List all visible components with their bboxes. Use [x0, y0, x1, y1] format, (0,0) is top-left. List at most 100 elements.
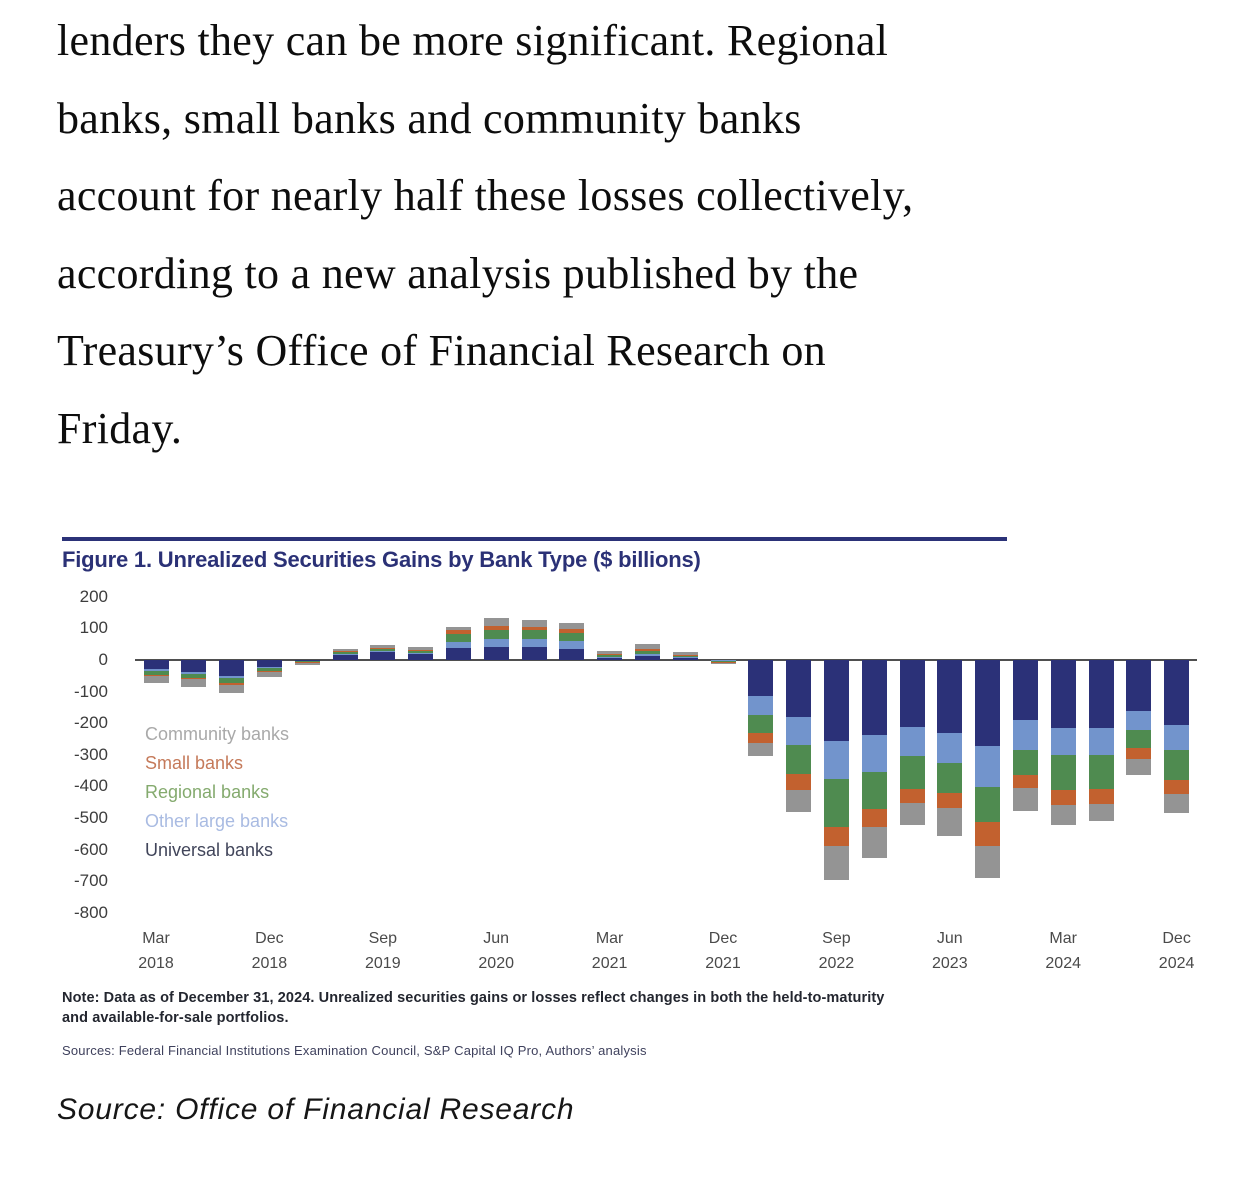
bar-segment	[408, 650, 434, 653]
article-line: Treasury’s Office of Financial Research …	[57, 326, 826, 375]
bar-segment	[1088, 803, 1114, 822]
figure-sources: Sources: Federal Financial Institutions …	[62, 1043, 647, 1058]
bar-segment	[710, 660, 736, 661]
x-axis-tick-month: Jun	[936, 930, 963, 947]
bar-segment	[1050, 660, 1076, 729]
bar-segment	[445, 648, 471, 660]
bar-segment	[1126, 710, 1152, 730]
bar-segment	[748, 743, 774, 756]
x-axis-tick-year: 2020	[478, 955, 514, 972]
bar-segment	[937, 808, 963, 836]
bar-segment	[748, 660, 774, 697]
bar-segment	[445, 627, 471, 631]
figure-note-line: Note: Data as of December 31, 2024. Unre…	[62, 990, 885, 1006]
bar-segment	[1050, 804, 1076, 825]
bar-segment	[559, 632, 585, 642]
bar-segment	[1012, 720, 1038, 750]
bar-segment	[937, 792, 963, 809]
article-paragraph: lenders they can be more significant. Re…	[57, 2, 913, 467]
figure-unrealized-securities-gains: Figure 1. Unrealized Securities Gains by…	[60, 537, 1210, 1058]
bar-segment	[332, 648, 358, 652]
bar-segment	[823, 846, 849, 880]
bar-segment	[1126, 747, 1152, 760]
x-axis-tick-month: Mar	[142, 930, 170, 947]
bar-segment	[559, 648, 585, 660]
x-axis-tick-label: Dec 2018	[234, 926, 304, 976]
x-axis-tick-month: Sep	[368, 930, 398, 947]
x-axis-tick-month: Mar	[1049, 930, 1077, 947]
x-axis-tick-year: 2024	[1045, 955, 1081, 972]
bar-segment	[975, 745, 1001, 788]
bar-segment	[1050, 754, 1076, 790]
bar-segment	[710, 660, 736, 661]
x-axis-tick-month: Sep	[822, 930, 851, 947]
bar-segment	[1088, 754, 1114, 789]
bar-segment	[899, 726, 925, 757]
bar-segment	[899, 756, 925, 789]
y-axis-tick-label: -700	[73, 871, 108, 891]
bar-segment	[332, 651, 358, 652]
bar-segment	[1164, 779, 1190, 794]
bar-segment	[408, 652, 434, 655]
bar-segment	[899, 802, 925, 825]
bar-segment	[370, 648, 396, 651]
bar-segment	[256, 671, 282, 672]
bar-segment	[219, 660, 245, 676]
bar-segment	[143, 675, 169, 684]
bar-segment	[634, 653, 660, 657]
bar-segment	[1126, 759, 1152, 776]
x-axis-tick-label: Mar 2024	[1028, 926, 1098, 976]
bar-segment	[219, 683, 245, 685]
bar-segment	[143, 671, 169, 675]
bar-segment	[597, 653, 623, 655]
x-axis-zero-line	[135, 659, 1197, 661]
x-axis-tick-year: 2024	[1158, 955, 1195, 972]
bar-segment	[1088, 788, 1114, 804]
bar-segment	[786, 789, 812, 812]
bar-segment	[710, 662, 736, 664]
article-line: account for nearly half these losses col…	[57, 171, 914, 220]
image-source-caption: Source: Office of Financial Research	[57, 1093, 575, 1126]
bar-segment	[597, 658, 623, 660]
bar-segment	[1164, 660, 1190, 725]
bar-segment	[181, 679, 207, 687]
bar-segment	[294, 660, 320, 662]
bar-segment	[975, 822, 1001, 847]
bar-segment	[332, 654, 358, 660]
bar-segment	[634, 650, 660, 654]
bar-segment	[143, 674, 169, 676]
article-line: banks, small banks and community banks	[57, 93, 802, 143]
bar-segment	[408, 647, 434, 650]
bar-segment	[219, 677, 245, 684]
bar-segment	[899, 788, 925, 803]
bar-segment	[408, 649, 434, 651]
bar-segment	[1012, 660, 1038, 721]
y-axis-tick-label: -300	[73, 744, 108, 764]
bar-segment	[672, 655, 698, 658]
x-axis-tick-label: Jun 2023	[915, 926, 985, 976]
x-axis-tick-label: Jun 2020	[461, 926, 531, 976]
bar-segment	[370, 650, 396, 653]
bar-segment	[294, 662, 320, 663]
bar-segment	[1164, 749, 1190, 780]
bar-segment	[634, 648, 660, 651]
bar-segment	[521, 647, 547, 660]
bar-segment	[1088, 660, 1114, 729]
bar-segment	[181, 678, 207, 680]
x-axis-tick-month: Dec	[255, 930, 284, 947]
bar-segment	[483, 638, 509, 647]
bar-segment	[294, 662, 320, 666]
x-axis-tick-year: 2023	[932, 955, 968, 972]
x-axis-tick-label: Sep 2019	[348, 926, 418, 976]
bar-segment	[256, 666, 282, 668]
bar-segment	[521, 639, 547, 648]
bar-segment	[181, 673, 207, 678]
bar-segment	[1012, 788, 1038, 812]
y-axis-tick-label: 200	[79, 586, 108, 606]
bar-segment	[559, 641, 585, 649]
bar-segment	[521, 630, 547, 640]
bar-segment	[143, 669, 169, 672]
bar-segment	[445, 630, 471, 635]
x-axis-tick-year: 2018	[251, 955, 288, 972]
bar-segment	[370, 652, 396, 660]
